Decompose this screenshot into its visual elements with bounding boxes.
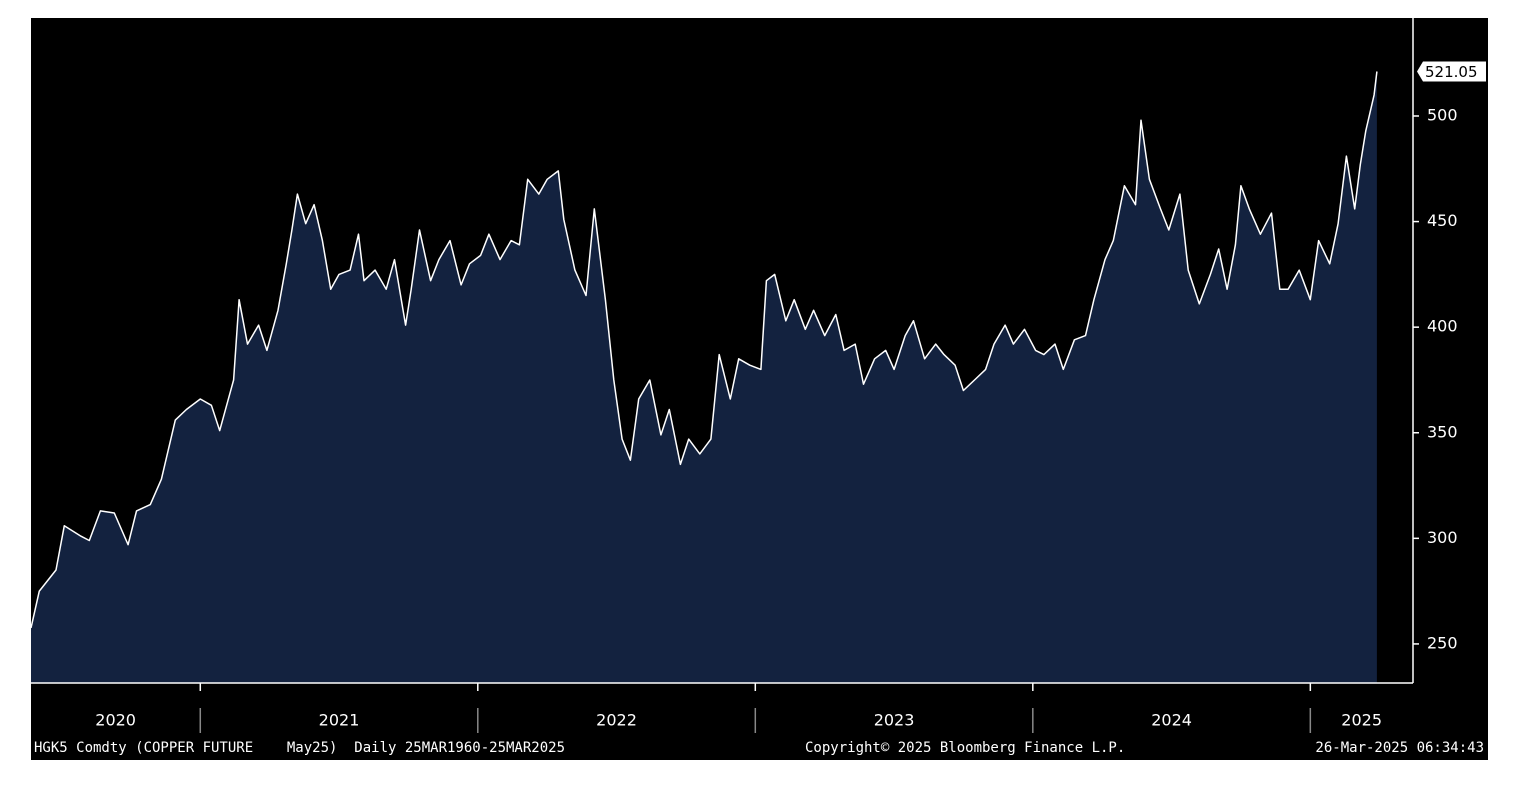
y-tick-label: 350 (1427, 422, 1458, 441)
x-year-label: 2022 (596, 711, 637, 730)
last-value-flag (1417, 61, 1486, 82)
price-line (30, 71, 1378, 629)
area (31, 71, 1377, 683)
x-year-label: 2025 (1341, 711, 1382, 730)
y-tick-label: 500 (1427, 105, 1458, 124)
x-year-label: 2021 (319, 711, 360, 730)
y-tick-label: 250 (1427, 633, 1458, 652)
x-year-label: 2024 (1151, 711, 1192, 730)
x-year-label: 2020 (95, 711, 136, 730)
y-tick-label: 400 (1427, 317, 1458, 336)
last-value-label: 521.05 (1425, 63, 1478, 81)
footer-left: HGK5 Comdty (COPPER FUTURE May25) Daily … (34, 740, 565, 756)
x-year-label: 2023 (874, 711, 915, 730)
y-tick-label: 450 (1427, 211, 1458, 230)
y-tick-label: 300 (1427, 528, 1458, 547)
footer-center: Copyright© 2025 Bloomberg Finance L.P. (805, 740, 1125, 756)
footer-right: 26-Mar-2025 06:34:43 (1315, 740, 1484, 756)
